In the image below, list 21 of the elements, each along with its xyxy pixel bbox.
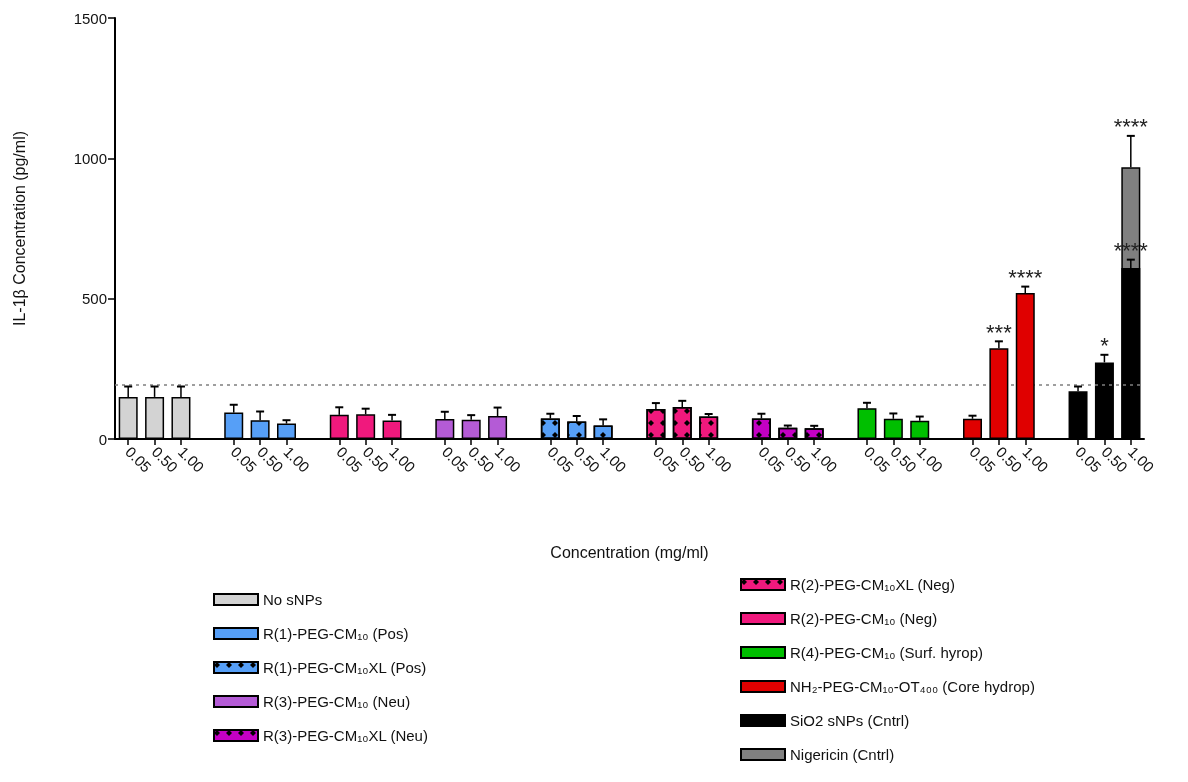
y-tick-label: 1500 xyxy=(73,9,107,27)
legend-label: R(1)-PEG-CM₁₀ (Pos) xyxy=(263,625,409,642)
legend-label: R(3)-PEG-CM₁₀ (Neu) xyxy=(263,693,411,710)
y-tick-label: 0 xyxy=(98,430,107,448)
x-axis-title: Concentration (mg/ml) xyxy=(550,543,709,561)
legend-label: R(2)-PEG-CM₁₀ (Neg) xyxy=(790,610,938,627)
legend-label: R(3)-PEG-CM₁₀XL (Neu) xyxy=(263,727,428,744)
legend-label: SiO2 sNPs (Cntrl) xyxy=(790,712,910,729)
data-label: **** xyxy=(1008,265,1043,291)
data-label: * xyxy=(1100,333,1110,359)
y-tick-label: 500 xyxy=(81,290,107,308)
legend-label: No sNPs xyxy=(263,591,323,608)
legend-label: R(2)-PEG-CM₁₀XL (Neg) xyxy=(790,576,955,593)
y-tick-label: 1000 xyxy=(73,149,107,167)
legend-label: R(1)-PEG-CM₁₀XL (Pos) xyxy=(263,659,427,676)
legend-label: R(4)-PEG-CM₁₀ (Surf. hyrop) xyxy=(790,644,983,661)
data-label: *** xyxy=(986,319,1013,345)
legend-label: NH₂-PEG-CM₁₀-OT₄₀₀ (Core hydrop) xyxy=(790,678,1035,695)
y-axis-title: IL-1β Concentration (pg/ml) xyxy=(10,130,28,327)
data-label: **** xyxy=(1113,114,1149,140)
legend-label: Nigericin (Cntrl) xyxy=(790,746,895,763)
